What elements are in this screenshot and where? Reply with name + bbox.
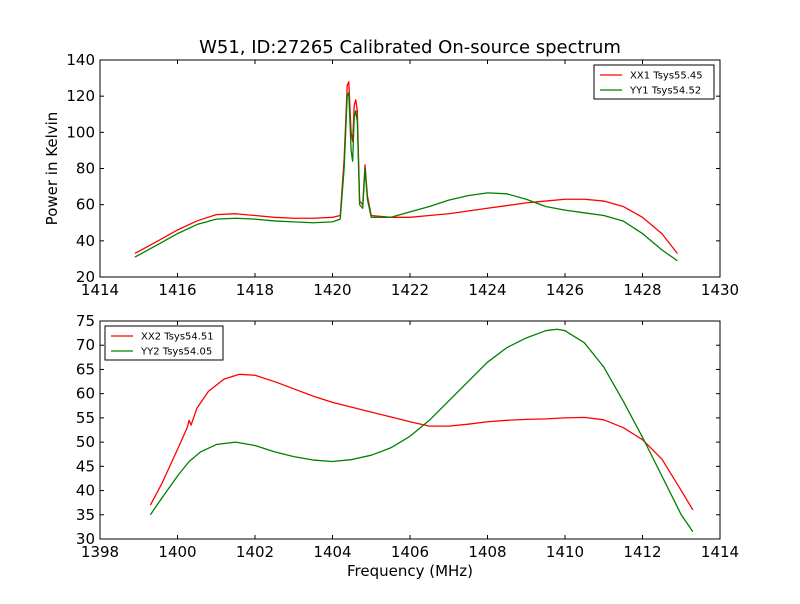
y-tick-label: 45 <box>76 457 95 475</box>
x-tick-label: 1410 <box>546 543 584 561</box>
x-tick-label: 1420 <box>313 281 351 299</box>
x-tick-label: 1398 <box>81 543 119 561</box>
x-tick-label: 1430 <box>701 281 739 299</box>
y-tick-label: 75 <box>76 312 95 330</box>
y-tick-label: 65 <box>76 360 95 378</box>
x-tick-label: 1422 <box>391 281 429 299</box>
y-tick-label: 60 <box>76 385 95 403</box>
y-tick-label: 60 <box>76 196 95 214</box>
y-tick-label: 40 <box>76 482 95 500</box>
x-tick-label: 1416 <box>158 281 196 299</box>
x-tick-label: 1414 <box>701 543 739 561</box>
x-tick-label: 1426 <box>546 281 584 299</box>
y-tick-label: 120 <box>66 87 95 105</box>
x-tick-label: 1400 <box>158 543 196 561</box>
x-tick-label: 1412 <box>623 543 661 561</box>
y-tick-label: 80 <box>76 160 95 178</box>
legend: XX1 Tsys55.45 YY1 Tsys54.52 <box>593 64 715 100</box>
x-tick-label: 1408 <box>468 543 506 561</box>
legend-box <box>104 325 224 361</box>
legend: XX2 Tsys54.51 YY2 Tsys54.05 <box>104 325 224 361</box>
legend-label: YY1 Tsys54.52 <box>629 86 701 97</box>
y-tick-label: 50 <box>76 433 95 451</box>
x-tick-label: 1406 <box>391 543 429 561</box>
y-tick-label: 35 <box>76 506 95 524</box>
y-tick-label: 70 <box>76 336 95 354</box>
y-tick-label: 30 <box>76 530 95 548</box>
y-tick-label: 40 <box>76 232 95 250</box>
x-tick-label: 1428 <box>623 281 661 299</box>
plot-2: 1398 1400 1402 1404 1406 1408 1410 1412 1414 30 35… <box>76 312 739 580</box>
series-line-1-2 <box>134 91 678 262</box>
y-tick-label: 100 <box>66 123 95 141</box>
series-line-2-2 <box>149 328 694 533</box>
x-axis-label: Frequency (MHz) <box>347 562 473 580</box>
series-line-1-1 <box>134 81 678 255</box>
legend-label: YY2 Tsys54.05 <box>140 347 212 358</box>
legend-label: XX1 Tsys55.45 <box>630 71 703 82</box>
series-line-2-1 <box>149 373 694 511</box>
x-tick-label: 1424 <box>468 281 506 299</box>
y-tick-label: 20 <box>76 268 95 286</box>
x-tick-label: 1418 <box>236 281 274 299</box>
y-tick-label: 55 <box>76 409 95 427</box>
legend-box <box>593 64 715 100</box>
legend-label: XX2 Tsys54.51 <box>141 332 214 343</box>
chart-title: W51, ID:27265 Calibrated On-source spect… <box>199 37 621 58</box>
x-tick-label: 1414 <box>81 281 119 299</box>
x-tick-label: 1402 <box>236 543 274 561</box>
x-tick-label: 1404 <box>313 543 351 561</box>
y-tick-label: 140 <box>66 51 95 69</box>
y-axis-label: Power in Kelvin <box>43 112 61 226</box>
plot-1: 1414 1416 1418 1420 1422 1424 1426 1428 1430 20 40… <box>43 37 739 299</box>
